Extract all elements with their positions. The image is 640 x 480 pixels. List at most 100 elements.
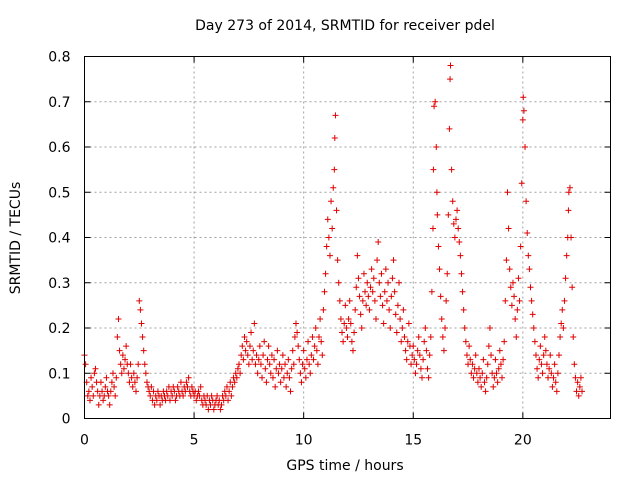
data-point [341,320,348,327]
data-point [138,320,145,327]
data-point [474,379,481,386]
data-point [540,352,547,359]
data-point [316,334,323,341]
data-point [552,379,559,386]
data-point [561,297,568,304]
data-point [506,266,513,273]
data-point [499,374,506,381]
data-point [95,401,102,408]
data-point [116,347,123,354]
data-point [284,370,291,377]
data-point [364,279,371,286]
data-point [433,189,440,196]
data-point [256,343,263,350]
data-point [127,361,134,368]
data-point [142,370,149,377]
data-point [569,284,576,291]
data-point [103,374,110,381]
data-point [485,343,492,350]
data-point [236,361,243,368]
data-point [222,392,229,399]
data-point [308,352,315,359]
data-point [255,356,262,363]
data-point [400,306,407,313]
data-point [444,270,451,277]
data-point [541,334,548,341]
data-point [450,220,457,227]
data-point [323,243,330,250]
data-point [114,334,121,341]
x-tick-label: 5 [190,433,199,449]
data-point [530,325,537,331]
data-point [482,388,489,395]
data-point [259,374,266,381]
data-point [432,98,439,105]
data-point [272,383,279,390]
data-point [507,284,514,291]
data-point [430,166,437,173]
data-point [249,356,256,363]
data-point [414,347,421,354]
data-point [554,370,561,377]
data-point [483,374,490,381]
data-point [454,207,461,214]
data-point [575,392,582,399]
data-point [425,374,432,381]
data-point [476,365,482,372]
data-point [89,383,96,390]
data-point [491,374,498,381]
x-axis-label: GPS time / hours [286,458,403,474]
data-point [439,334,446,341]
data-point [396,279,403,286]
data-point [117,361,124,368]
data-point [348,338,355,345]
data-point [148,383,155,390]
data-point [257,361,264,368]
data-point [447,76,454,83]
data-point [379,302,386,309]
data-point [370,275,377,282]
data-point [385,279,392,286]
data-point [107,388,114,395]
data-point [493,370,500,377]
data-point [312,325,319,331]
data-point [451,234,458,241]
data-point [386,306,393,313]
data-point [559,306,566,313]
data-point [322,270,329,277]
data-point [435,243,442,250]
data-point [174,383,181,390]
data-point [412,370,419,377]
data-point [360,270,367,277]
data-point [309,334,316,341]
data-point [505,225,512,232]
data-point [332,112,339,119]
data-point [481,379,488,386]
data-point [99,388,106,395]
data-point [283,383,290,390]
data-point [536,356,543,363]
data-point [353,284,360,291]
data-point [352,306,359,313]
data-point [291,334,298,341]
data-point [134,374,141,381]
data-point [128,374,135,381]
y-tick-label: 0 [62,412,71,428]
data-point [434,211,441,218]
data-point [115,315,122,322]
data-point [572,374,579,381]
data-point [273,365,280,372]
data-point [473,370,480,377]
data-point [268,352,275,359]
data-point [195,388,202,395]
data-point [86,397,93,404]
data-point [306,361,313,368]
data-point [484,361,491,368]
data-point [310,356,317,363]
data-point [183,379,190,386]
data-point [542,347,549,354]
data-point [517,243,524,250]
data-point [334,257,341,264]
data-point [102,383,109,390]
